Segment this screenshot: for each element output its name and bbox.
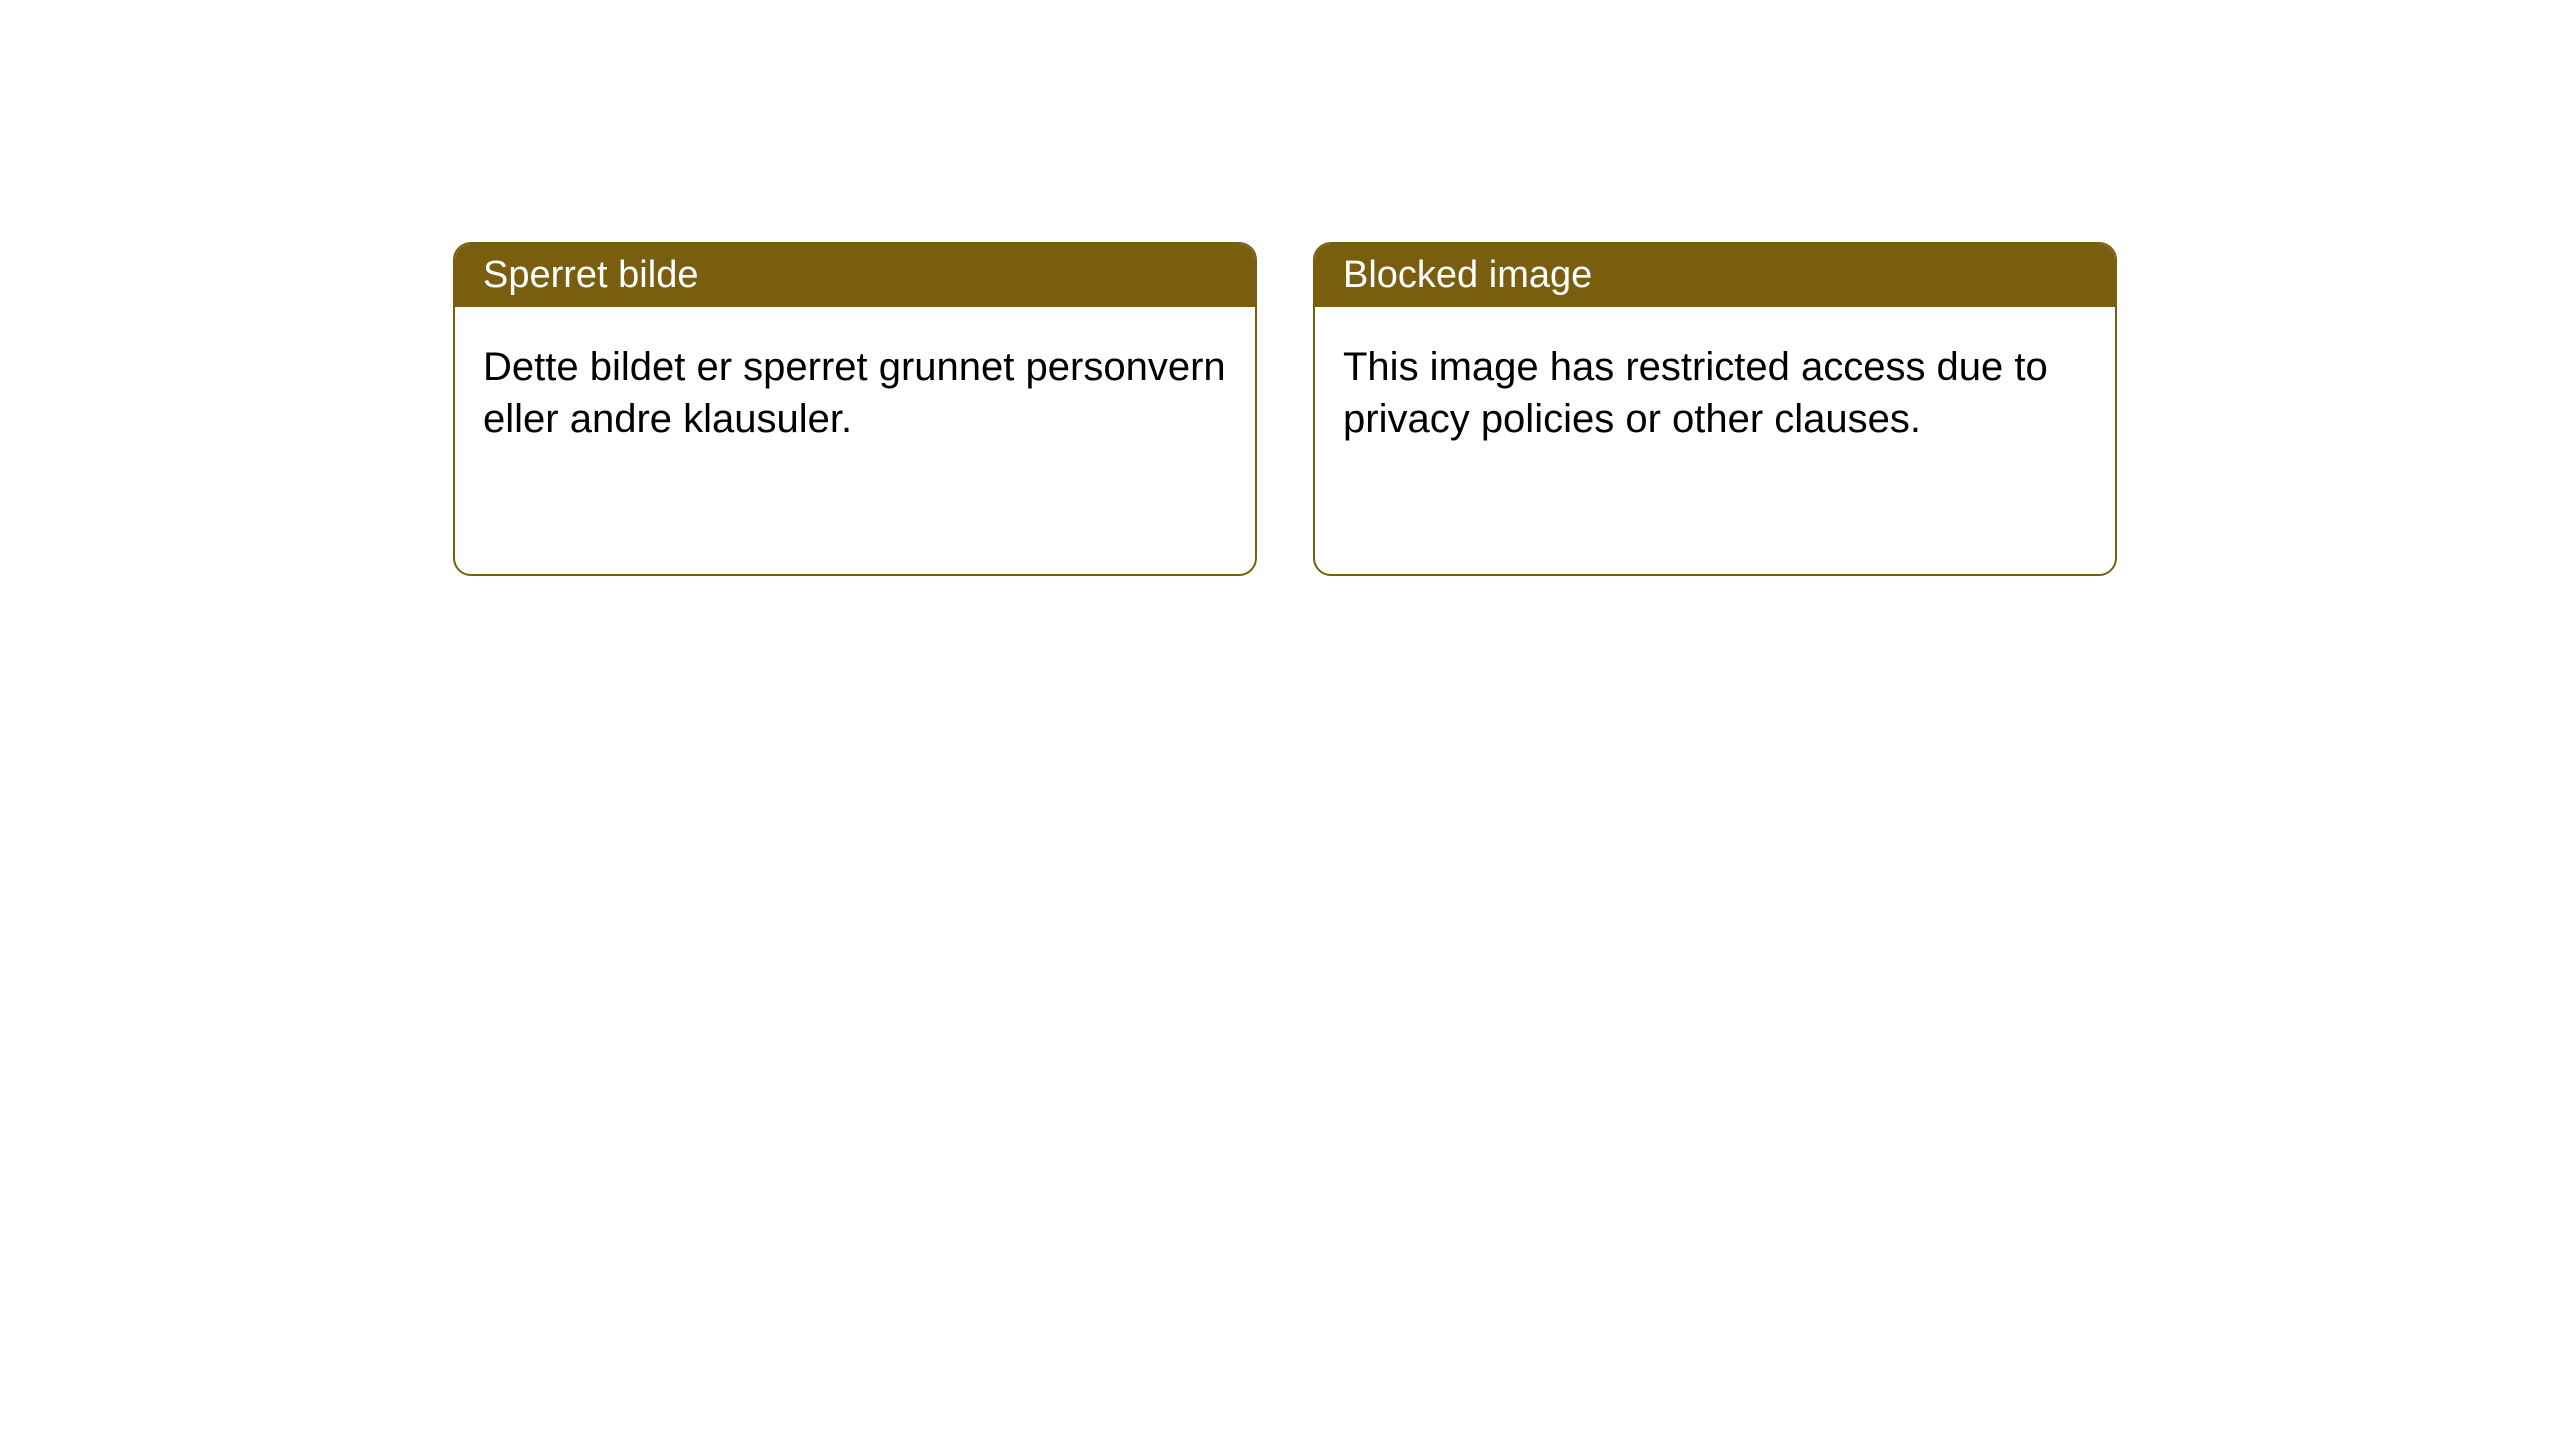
blocked-image-card-no: Sperret bilde Dette bildet er sperret gr… [453, 242, 1257, 576]
card-title-no: Sperret bilde [483, 254, 698, 296]
card-text-no: Dette bildet er sperret grunnet personve… [483, 345, 1226, 441]
card-header-en: Blocked image [1315, 244, 2115, 307]
blocked-image-card-en: Blocked image This image has restricted … [1313, 242, 2117, 576]
card-body-no: Dette bildet er sperret grunnet personve… [455, 307, 1255, 479]
card-header-no: Sperret bilde [455, 244, 1255, 307]
card-title-en: Blocked image [1343, 254, 1592, 296]
card-body-en: This image has restricted access due to … [1315, 307, 2115, 479]
card-text-en: This image has restricted access due to … [1343, 345, 2048, 441]
notice-container: Sperret bilde Dette bildet er sperret gr… [0, 0, 2560, 576]
